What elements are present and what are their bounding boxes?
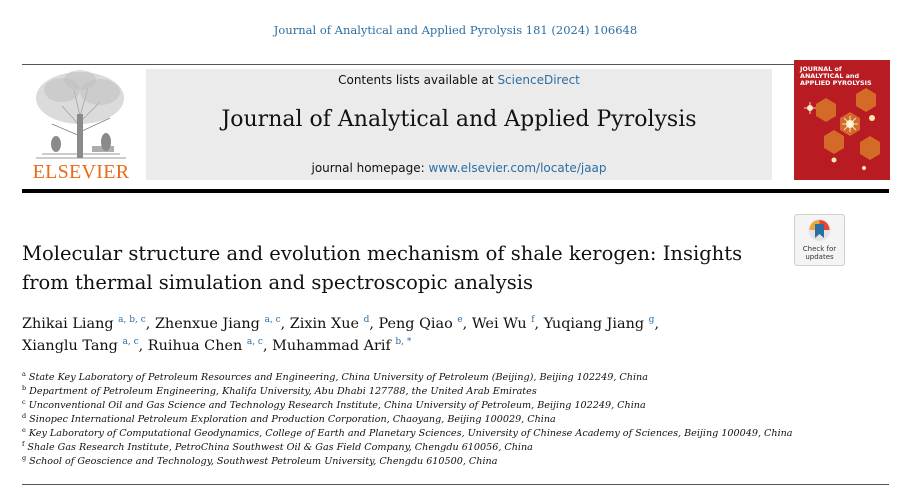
author-line: Xianglu Tang a, c, Ruihua Chen a, c, Muh… [22, 335, 782, 357]
journal-cover-thumbnail[interactable]: JOURNAL of ANALYTICAL and APPLIED PYROLY… [794, 60, 890, 180]
author-affiliation-marker[interactable]: b, * [395, 337, 412, 347]
affiliation-marker: f [22, 440, 25, 448]
journal-citation[interactable]: Journal of Analytical and Applied Pyroly… [273, 23, 638, 37]
author-affiliation-marker[interactable]: g [648, 315, 655, 325]
affiliation-item: g School of Geoscience and Technology, So… [22, 455, 882, 469]
author-separator: , [145, 316, 155, 332]
contents-line: Contents lists available at ScienceDirec… [146, 73, 772, 87]
author-affiliation-marker[interactable]: e [457, 315, 463, 325]
article-title: Molecular structure and evolution mechan… [22, 239, 782, 297]
affiliation-text: School of Geoscience and Technology, Sou… [29, 456, 498, 467]
author-separator: , [534, 316, 544, 332]
author-separator: , [654, 316, 660, 332]
author-affiliation-marker[interactable]: d [363, 315, 370, 325]
affiliation-marker: d [22, 412, 27, 420]
cover-title: JOURNAL of ANALYTICAL and APPLIED PYROLY… [800, 65, 886, 88]
affiliation-list: a State Key Laboratory of Petroleum Resou… [22, 371, 882, 469]
affiliation-item: e Key Laboratory of Computational Geodyna… [22, 427, 882, 441]
author-separator: , [262, 338, 273, 354]
check-label-line: Check for [802, 245, 837, 253]
header-bottom-rule [22, 189, 889, 193]
author-name[interactable]: Peng Qiao [378, 316, 453, 332]
elsevier-tree-logo [22, 66, 140, 186]
affiliation-text: Unconventional Oil and Gas Science and T… [28, 400, 646, 411]
affiliation-item: b Department of Petroleum Engineering, Kh… [22, 385, 882, 399]
author-name[interactable]: Yuqiang Jiang [543, 316, 645, 332]
author-name[interactable]: Zixin Xue [289, 316, 359, 332]
affiliation-item: c Unconventional Oil and Gas Science and … [22, 399, 882, 413]
cover-title-line: JOURNAL of [800, 65, 842, 73]
homepage-prefix: journal homepage: [311, 161, 429, 175]
author-separator: , [280, 316, 290, 332]
affiliation-text: Department of Petroleum Engineering, Kha… [29, 386, 537, 397]
affiliation-marker: b [22, 384, 27, 392]
author-name[interactable]: Wei Wu [471, 316, 527, 332]
homepage-line: journal homepage: www.elsevier.com/locat… [146, 161, 772, 175]
cover-hexagon-art [804, 88, 880, 170]
check-for-updates-badge[interactable]: Check for updates [794, 214, 845, 266]
publisher-name: ELSEVIER [32, 161, 130, 183]
cover-title-line: APPLIED PYROLYSIS [800, 79, 872, 88]
check-updates-icon [808, 219, 831, 241]
author-affiliation-marker[interactable]: a, c [264, 315, 281, 325]
author-list: Zhikai Liang a, b, c, Zhenxue Jiang a, c… [22, 313, 782, 357]
author-affiliation-marker[interactable]: a, c [246, 337, 263, 347]
author-separator: , [369, 316, 379, 332]
affiliation-marker: a [22, 370, 26, 378]
journal-homepage-link[interactable]: www.elsevier.com/locate/jaap [428, 161, 607, 175]
author-name[interactable]: Muhammad Arif [272, 338, 391, 354]
article-title-line: from thermal simulation and spectroscopi… [22, 271, 534, 294]
author-name[interactable]: Xianglu Tang [22, 338, 118, 354]
affiliation-item: a State Key Laboratory of Petroleum Resou… [22, 371, 882, 385]
author-name[interactable]: Zhenxue Jiang [154, 316, 260, 332]
affiliation-marker: g [22, 454, 27, 462]
author-separator: , [138, 338, 148, 354]
check-label-line: updates [805, 253, 834, 261]
author-affiliation-marker[interactable]: a, b, c [118, 315, 146, 325]
author-affiliation-marker[interactable]: a, c [122, 337, 139, 347]
author-name[interactable]: Ruihua Chen [147, 338, 243, 354]
affiliation-text: Shale Gas Research Institute, PetroChina… [27, 442, 533, 453]
author-name[interactable]: Zhikai Liang [22, 316, 114, 332]
check-for-updates-label: Check for updates [795, 245, 844, 261]
journal-banner: Contents lists available at ScienceDirec… [146, 69, 772, 180]
author-line: Zhikai Liang a, b, c, Zhenxue Jiang a, c… [22, 313, 782, 335]
author-affiliation-marker[interactable]: f [531, 315, 535, 325]
article-title-line: Molecular structure and evolution mechan… [22, 242, 743, 265]
affiliation-text: Sinopec International Petroleum Explorat… [29, 414, 556, 425]
cover-title-line: ANALYTICAL and [800, 72, 860, 81]
journal-title: Journal of Analytical and Applied Pyroly… [221, 107, 697, 132]
sciencedirect-link[interactable]: ScienceDirect [497, 73, 580, 87]
affiliation-marker: e [22, 426, 26, 434]
affiliation-item: d Sinopec International Petroleum Explora… [22, 413, 882, 427]
affiliation-marker: c [22, 398, 26, 406]
affiliation-item: f Shale Gas Research Institute, PetroChin… [22, 441, 882, 455]
section-divider-rule [22, 484, 889, 485]
header-top-rule [22, 64, 889, 65]
contents-prefix: Contents lists available at [338, 73, 498, 87]
author-separator: , [462, 316, 472, 332]
affiliation-text: State Key Laboratory of Petroleum Resour… [28, 372, 648, 383]
affiliation-text: Key Laboratory of Computational Geodynam… [28, 428, 793, 439]
